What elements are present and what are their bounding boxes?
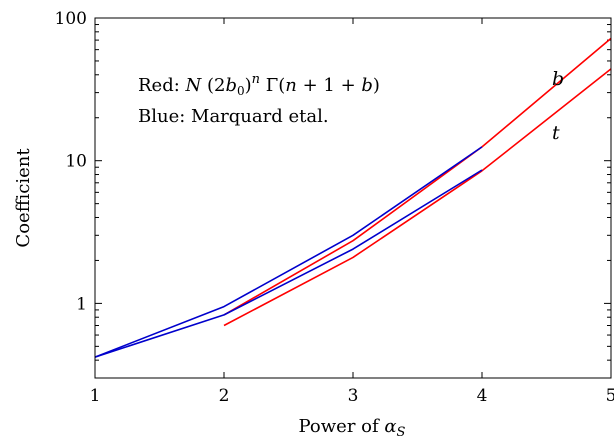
annotation-blue: Blue: Marquard etal. (138, 106, 329, 127)
y-axis-label: Coefficient (13, 148, 34, 248)
curve-label-b: b (552, 68, 564, 90)
x-axis-label: Power of αS (299, 416, 406, 440)
annotation-red: Red: N (2b0)n Γ(n + 1 + b) (138, 72, 380, 98)
x-tick-label: 5 (606, 386, 614, 406)
x-tick-label: 1 (90, 386, 101, 406)
curve-label-t: t (552, 122, 560, 144)
x-tick-label: 4 (477, 386, 488, 406)
x-tick-label: 2 (219, 386, 230, 406)
x-tick-label: 3 (348, 386, 359, 406)
y-tick-label: 1 (76, 294, 87, 314)
y-tick-label: 10 (65, 152, 87, 172)
series-line-red-t (223, 68, 612, 327)
plot-frame (94, 17, 612, 379)
y-tick-label: 100 (55, 9, 87, 29)
series-line-red-b (223, 37, 612, 316)
series-line-blue-b (94, 146, 483, 358)
series-line-blue-t (94, 169, 483, 358)
